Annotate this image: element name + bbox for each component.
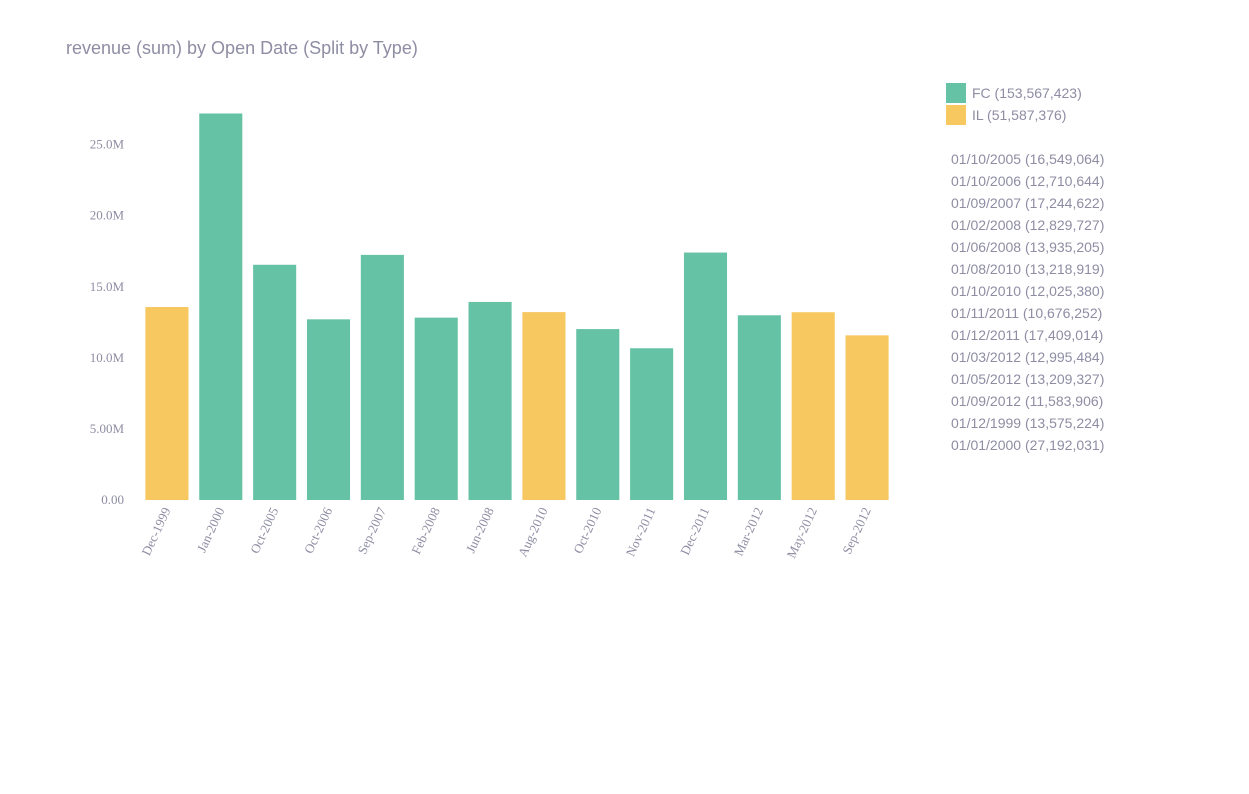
bar-fc-oct-2010[interactable] [576,329,620,500]
date-item: 01/08/2010 (13,218,919) [951,261,1105,277]
bar-il-may-2012[interactable] [791,312,835,500]
legend-swatch-fc [946,83,966,103]
date-item: 01/09/2007 (17,244,622) [951,195,1105,211]
chart-title: revenue (sum) by Open Date (Split by Typ… [66,38,418,58]
bar-fc-mar-2012[interactable] [737,315,781,500]
x-tick-label: Jan-2000 [194,505,228,555]
x-tick-label: Aug-2010 [515,505,551,559]
date-item: 01/02/2008 (12,829,727) [951,217,1105,233]
x-tick-label: Oct-2006 [301,504,336,555]
y-tick-label: 0.00 [101,492,124,507]
y-tick-label: 20.0M [90,208,125,223]
date-item: 01/01/2000 (27,192,031) [951,437,1105,453]
x-tick-label: Oct-2010 [570,505,604,556]
bar-fc-jan-2000[interactable] [199,113,243,500]
date-item: 01/12/1999 (13,575,224) [951,415,1105,431]
legend-item-il[interactable]: IL (51,587,376) [946,104,1082,126]
bar-fc-oct-2006[interactable] [306,319,351,500]
date-item: 01/10/2010 (12,025,380) [951,283,1105,299]
x-tick-label: Jun-2008 [463,505,497,555]
date-item: 01/06/2008 (13,935,205) [951,239,1105,255]
bar-fc-feb-2008[interactable] [414,317,458,500]
date-item: 01/10/2006 (12,710,644) [951,173,1105,189]
bar-il-sep-2012[interactable] [845,335,889,500]
legend-label-fc: FC (153,567,423) [972,85,1082,101]
y-tick-label: 15.0M [90,279,125,294]
date-item: 01/12/2011 (17,409,014) [951,327,1104,343]
date-item: 01/05/2012 (13,209,327) [951,371,1105,387]
x-tick-label: Feb-2008 [408,505,443,557]
date-item: 01/09/2012 (11,583,906) [951,393,1104,409]
legend-item-fc[interactable]: FC (153,567,423) [946,82,1082,104]
y-tick-label: 25.0M [90,137,125,152]
legend: FC (153,567,423) IL (51,587,376) [946,82,1082,126]
legend-swatch-il [946,105,966,125]
y-axis: 0.00 5.00M 10.0M 15.0M 20.0M 25.0M [90,137,125,507]
x-tick-label: Oct-2005 [247,505,281,556]
bar-il-dec-1999[interactable] [145,307,189,500]
bar-fc-jun-2008[interactable] [468,301,512,500]
legend-label-il: IL (51,587,376) [972,107,1067,123]
x-tick-label: Dec-1999 [138,505,173,558]
bar-fc-dec-2011[interactable] [683,252,728,500]
date-item: 01/11/2011 (10,676,252) [951,305,1103,321]
x-tick-label: May-2012 [783,505,819,560]
x-tick-label: Mar-2012 [731,505,766,558]
bars-group [145,113,889,500]
bar-il-aug-2010[interactable] [522,312,566,500]
date-value-list: 01/10/2005 (16,549,064) 01/10/2006 (12,7… [951,148,1104,456]
x-tick-label: Sep-2012 [839,505,874,557]
bar-fc-nov-2011[interactable] [630,348,674,500]
bar-fc-oct-2005[interactable] [253,264,297,500]
bar-fc-sep-2007[interactable] [360,254,404,500]
date-item: 01/10/2005 (16,549,064) [951,151,1105,167]
date-item: 01/03/2012 (12,995,484) [951,349,1105,365]
y-tick-label: 5.00M [90,421,125,436]
y-tick-label: 10.0M [90,350,125,365]
x-tick-label: Dec-2011 [677,505,712,557]
bar-chart: 0.00 5.00M 10.0M 15.0M 20.0M 25.0M Dec-1999 Ja… [90,113,889,560]
x-axis: Dec-1999 Jan-2000 Oct-2005 Oct-2006 Sep-2007… [138,504,873,560]
x-tick-label: Sep-2007 [354,504,389,556]
x-tick-label: Nov-2011 [623,505,659,559]
